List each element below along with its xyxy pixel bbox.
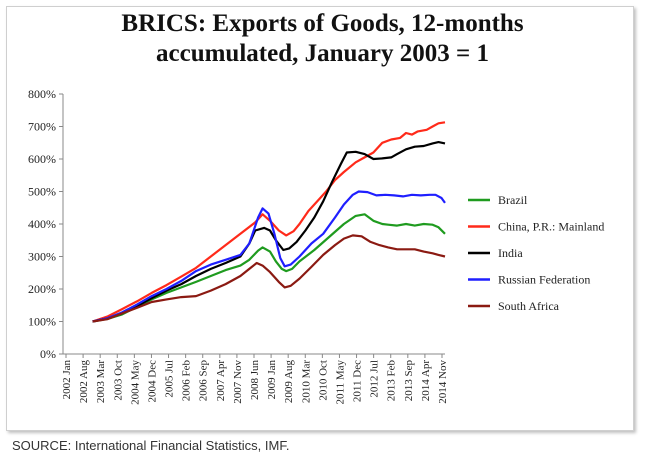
x-tick-label: 2007 Apr (215, 360, 227, 402)
series-line-india (92, 141, 446, 323)
legend-label-brazil: Brazil (498, 193, 528, 207)
x-tick-label: 2004 May (129, 360, 141, 405)
x-tick-label: 2010 Oct (317, 360, 329, 401)
x-tick-label: 2009 Jan (266, 360, 278, 400)
legend-label-russian-federation: Russian Federation (498, 273, 590, 287)
x-tick-label: 2011 Dec (352, 360, 364, 402)
source-note: SOURCE: International Financial Statisti… (12, 438, 290, 453)
chart-frame (6, 6, 634, 431)
x-tick-label: 2006 Sep (198, 360, 210, 402)
x-tick-label: 2013 Feb (386, 360, 398, 402)
series-line-china-p-r-mainland (92, 121, 446, 323)
y-tick-label: 400% (28, 217, 56, 231)
x-tick-label: 2006 Feb (181, 360, 193, 402)
y-tick-label: 500% (28, 185, 56, 199)
x-tick-label: 2002 Jan (61, 360, 73, 400)
x-tick-label: 2011 May (334, 360, 346, 405)
legend-label-south-africa: South Africa (498, 299, 560, 313)
legend-label-india: India (498, 246, 523, 260)
x-tick-label: 2013 Sep (403, 360, 415, 402)
series-layer (92, 121, 446, 323)
y-tick-label: 600% (28, 152, 56, 166)
x-tick-label: 2007 Nov (232, 360, 244, 404)
x-tick-label: 2004 Dec (146, 360, 158, 403)
series-line-south-africa (92, 234, 446, 323)
line-chart: 0% 100% 200% 300% 400% 500% 600% 700% 800% 2002 J… (28, 87, 604, 405)
x-tick-label: 2008 Jun (249, 360, 261, 401)
x-tick-label: 2009 Aug (283, 360, 295, 404)
x-tick-label: 2012 Jul (369, 360, 381, 398)
x-tick-label: 2014 Nov (437, 360, 449, 404)
y-tick-label: 700% (28, 120, 56, 134)
chart-title-line-2: accumulated, January 2003 = 1 (156, 40, 489, 67)
y-tick-label: 100% (28, 315, 56, 329)
y-tick-label: 0% (40, 347, 56, 361)
chart-title-line-1: BRICS: Exports of Goods, 12-months (121, 10, 524, 37)
y-tick-label: 200% (28, 282, 56, 296)
chart-legend: Brazil China, P.R.: Mainland India Russian … (468, 193, 604, 313)
y-tick-label: 300% (28, 250, 56, 264)
x-tick-label: 2005 Jul (164, 360, 176, 398)
series-line-russian-federation (92, 190, 446, 323)
x-tick-label: 2010 Mar (300, 360, 312, 403)
y-tick-label: 800% (28, 87, 56, 101)
legend-label-china-p-r-mainland: China, P.R.: Mainland (498, 220, 604, 234)
series-line-brazil (92, 213, 446, 323)
chart-axes: 0% 100% 200% 300% 400% 500% 600% 700% 800% 2002 J… (28, 87, 449, 405)
x-tick-label: 2002 Aug (78, 360, 90, 404)
x-tick-label: 2014 Apr (420, 360, 432, 402)
x-tick-label: 2003 Mar (95, 360, 107, 403)
x-tick-label: 2003 Oct (112, 360, 124, 401)
